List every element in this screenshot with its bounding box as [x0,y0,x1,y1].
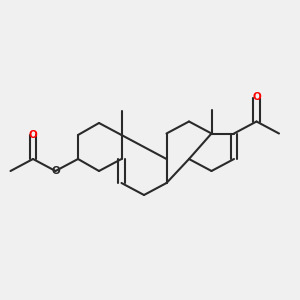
Text: O: O [252,92,261,103]
Text: O: O [28,130,38,140]
Text: O: O [51,166,60,176]
